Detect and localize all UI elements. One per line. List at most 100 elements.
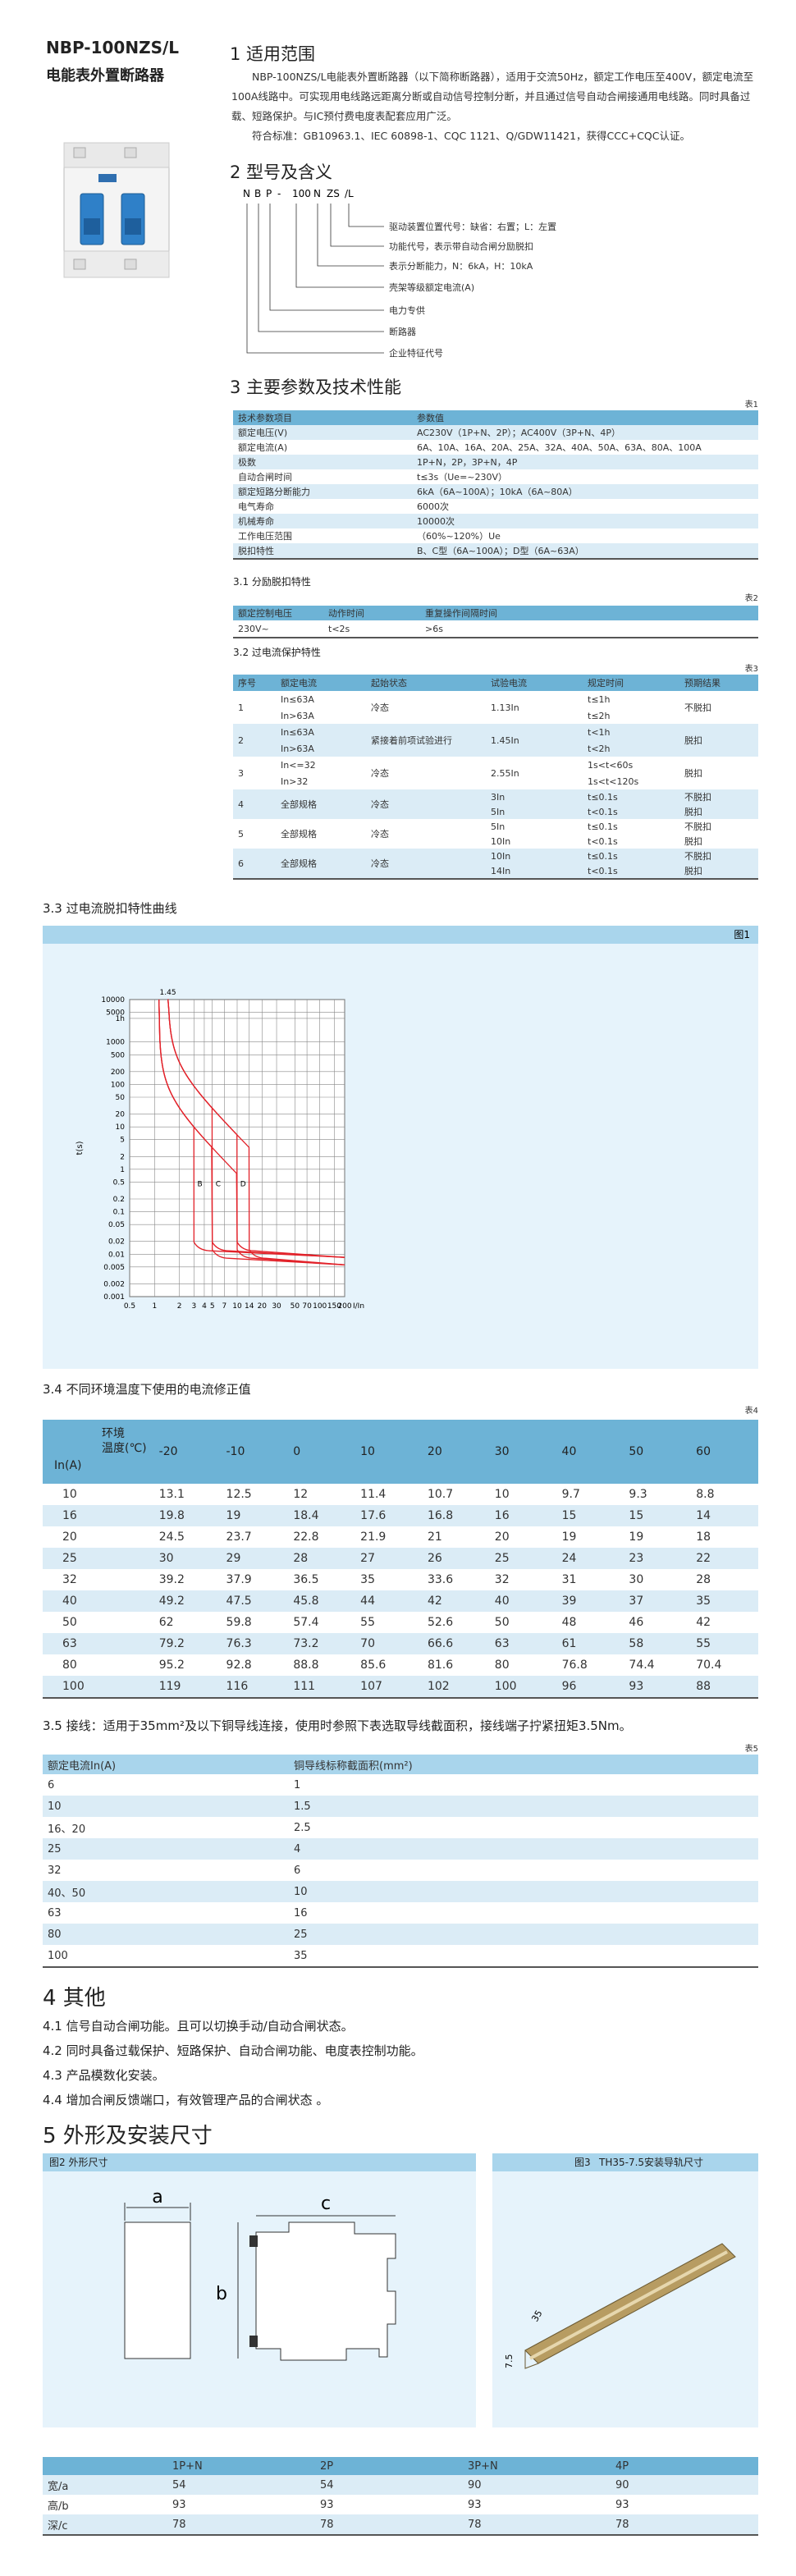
table-cell: 脱扣 — [684, 735, 702, 746]
code-part: ZS — [327, 188, 340, 199]
table-row: 脱扣特性 B、C型（6A~100A）；D型（6A~63A） — [233, 543, 758, 558]
table-cell: 39.2 — [158, 1573, 185, 1586]
table-cell: 44 — [360, 1595, 375, 1608]
section-heading: 3 主要参数及技术性能 — [230, 377, 402, 397]
rail-dim: 7.5 — [504, 2354, 515, 2369]
cell-line: In>63A — [281, 710, 314, 721]
table-row: 10 1.5 — [43, 1796, 758, 1817]
cell-line: 不脱扣 — [684, 792, 711, 803]
table-cell: 76.8 — [561, 1659, 588, 1672]
code-meaning: 断路器 — [389, 326, 416, 337]
cell-line: 10In — [491, 850, 511, 862]
table-cell: t<1h t<2h — [583, 724, 679, 757]
table-cell: 10 — [48, 1800, 62, 1813]
table-cell: 39 — [561, 1595, 577, 1608]
x-tick-label: 14 — [245, 1302, 254, 1311]
cell-line: In≤63A — [281, 693, 314, 705]
figure-caption: TH35-7.5安装导轨尺寸 — [598, 2156, 703, 2168]
table-cell: 19 — [629, 1531, 644, 1544]
table-cell: 23 — [629, 1552, 644, 1565]
table-cell: 37.9 — [226, 1573, 252, 1586]
table-cell: 100 — [62, 1680, 85, 1693]
x-tick-label: 10 — [232, 1302, 242, 1311]
y-tick-label: 0.02 — [108, 1238, 125, 1247]
table-cell: 28 — [696, 1573, 711, 1586]
cell-line: In>63A — [281, 743, 314, 754]
outline-figure: 图2 外形尺寸 a c b — [43, 2153, 476, 2427]
table-row: 32 6 — [43, 1860, 758, 1881]
table-cell: 29 — [226, 1552, 241, 1565]
table-cell: 36.5 — [293, 1573, 319, 1586]
table-cell: 30 — [494, 1445, 510, 1458]
table-cell: 93 — [615, 2498, 629, 2511]
table-row: 4 全部规格 冷态 3In 5In t≤0.1s t<0.1s 不脱扣 脱扣 — [233, 789, 758, 819]
table-cell: 1P+N — [172, 2459, 203, 2473]
cell-line: 脱扣 — [684, 866, 702, 876]
table-cell: 111 — [293, 1680, 316, 1693]
table-cell: 90 — [468, 2478, 482, 2491]
table-cell: 额定电流(A) — [238, 442, 288, 453]
curve-label: B — [197, 1180, 202, 1188]
table-row: 40 49.2 47.5 45.8 44 42 40 39 37 35 — [43, 1590, 758, 1612]
y-tick-label: 1h — [116, 1015, 125, 1023]
table-cell: t≤3s（Ue=~230V） — [417, 472, 508, 483]
table-header: 技术参数项目 参数值 — [233, 410, 758, 425]
table-header: 环境 温度(℃) In(A) -20 -10 0 10 20 30 40 50 60 — [43, 1420, 758, 1484]
table-cell: 74.4 — [629, 1659, 655, 1672]
cell-line: t≤2h — [588, 710, 611, 721]
x-tick-label: 4 — [202, 1302, 207, 1311]
table-cell: 9.7 — [561, 1488, 580, 1501]
table-row: 100 35 — [43, 1945, 758, 1966]
table-cell: 10000次 — [417, 516, 455, 527]
table-cell: 70 — [360, 1637, 375, 1650]
code-meaning: 企业特征代号 — [389, 347, 443, 359]
code-part: N — [313, 188, 321, 199]
code-meaning: 壳架等级额定电流(A) — [389, 281, 474, 293]
table-cell: 19.8 — [158, 1509, 185, 1522]
table-cell: 4 — [238, 798, 244, 810]
table-row: 机械寿命 10000次 — [233, 514, 758, 528]
table-cell: 93 — [172, 2498, 186, 2511]
table-cell: 45.8 — [293, 1595, 319, 1608]
table-cell: t≤0.1s t<0.1s — [583, 819, 679, 849]
rail-dim: 35 — [529, 2308, 544, 2324]
table-header: 额定控制电压 动作时间 重复操作间隔时间 — [233, 606, 758, 620]
table-cell: 6 — [294, 1864, 301, 1877]
table-cell: 10 — [62, 1488, 77, 1501]
paragraph: 符合标准：GB10963.1、IEC 60898-1、CQC 1121、Q/GD… — [252, 130, 690, 142]
table-cell: AC230V（1P+N、2P）；AC400V（3P+N、4P） — [417, 428, 620, 438]
table-cell: 70.4 — [696, 1659, 722, 1672]
table-cell: 58 — [629, 1637, 644, 1650]
table-cell: 3In 5In — [486, 789, 583, 819]
table-cell: 深/c — [48, 2519, 68, 2533]
table-cell: 119 — [158, 1680, 181, 1693]
table-cell: 23.7 — [226, 1531, 252, 1544]
cell-line: t<1h — [588, 726, 611, 738]
table-row: 3 In<=32 In>32 冷态 2.55In 1s<t<60s 1s<t<120s 脱扣 — [233, 757, 758, 789]
table-cell: 电气寿命 — [238, 501, 274, 512]
table-cell: 100 — [48, 1949, 68, 1962]
table-cell: 不脱扣 脱扣 — [679, 849, 758, 878]
table-cell: 76.3 — [226, 1637, 252, 1650]
table-cell: 12.5 — [226, 1488, 252, 1501]
table-cell: t≤0.1s t<0.1s — [583, 849, 679, 878]
table-row: 80 95.2 92.8 88.8 85.6 81.6 80 76.8 74.4 70.4 — [43, 1654, 758, 1676]
table-cell: 自动合闸时间 — [238, 472, 292, 483]
side-view — [255, 2221, 396, 2361]
table-row: 额定电流(A) 6A、10A、16A、20A、25A、32A、40A、50A、63… — [233, 440, 758, 455]
table-cell: 28 — [293, 1552, 309, 1565]
table-cell: 3P+N — [468, 2459, 498, 2473]
wiring-note: 3.5 接线：适用于35mm²及以下铜导线连接，使用时参照下表选取导线截面积，接… — [43, 1718, 632, 1733]
table-cell: 50 — [629, 1445, 644, 1458]
table-row: 高/b 93 93 93 93 — [43, 2495, 758, 2514]
table-cell: 55 — [696, 1637, 711, 1650]
table-cell: 30 — [629, 1573, 644, 1586]
table-cell: 16.8 — [427, 1509, 454, 1522]
section-heading: 2 型号及含义 — [230, 162, 333, 182]
table-row: 16、20 2.5 — [43, 1817, 758, 1838]
table-cell: 高/b — [48, 2500, 69, 2513]
table-row: 100 119 116 111 107 102 100 96 93 88 — [43, 1676, 758, 1697]
table-row: 80 25 — [43, 1924, 758, 1945]
table-label: 表2 — [744, 594, 758, 603]
